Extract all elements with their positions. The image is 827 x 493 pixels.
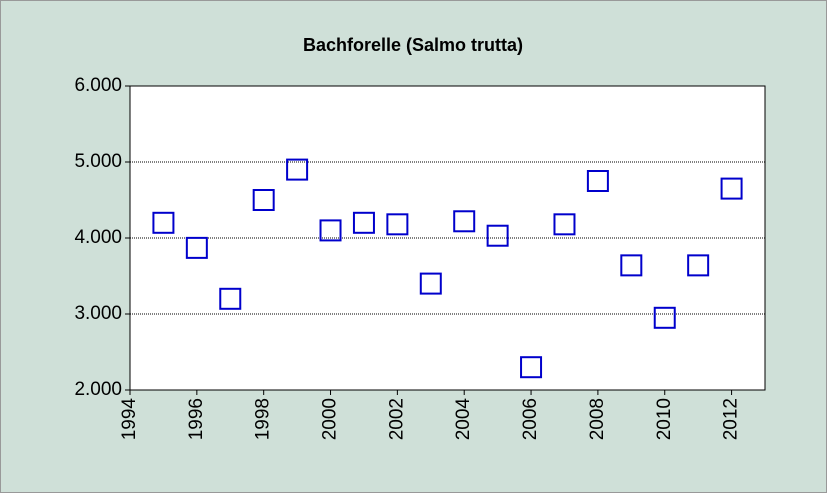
marker	[486, 224, 509, 247]
y-tick-label: 4.000	[74, 227, 122, 248]
marker	[152, 211, 175, 234]
y-tick-label: 3.000	[74, 303, 122, 324]
marker	[520, 356, 543, 379]
marker	[419, 272, 442, 295]
y-tick-label: 6.000	[74, 75, 122, 96]
y-tick-label: 2.000	[74, 379, 122, 400]
marker	[620, 254, 643, 277]
x-tick-label: 1994	[119, 398, 140, 441]
marker	[687, 254, 710, 277]
x-tick-label: 2006	[520, 398, 541, 440]
x-tick-label: 2000	[320, 398, 341, 440]
marker	[352, 211, 375, 234]
x-tick-label: 2012	[721, 398, 742, 440]
x-tick-label: 2010	[654, 398, 675, 440]
marker	[185, 236, 208, 259]
marker	[653, 306, 676, 329]
marker	[319, 219, 342, 242]
x-tick-label: 2008	[587, 398, 608, 440]
marker	[553, 213, 576, 236]
x-tick-label: 2002	[386, 398, 407, 440]
marker	[586, 170, 609, 192]
x-tick-label: 2004	[453, 398, 474, 441]
y-tick-label: 5.000	[74, 151, 122, 172]
marker	[219, 287, 242, 310]
marker	[252, 189, 275, 211]
marker	[386, 213, 409, 236]
x-tick-label: 1996	[186, 398, 207, 440]
x-tick-label: 1998	[253, 398, 274, 440]
marker	[286, 158, 309, 181]
plot-area	[129, 85, 766, 391]
marker	[720, 177, 743, 200]
marker	[453, 210, 476, 233]
chart-title: Bachforelle (Salmo trutta)	[303, 35, 523, 55]
